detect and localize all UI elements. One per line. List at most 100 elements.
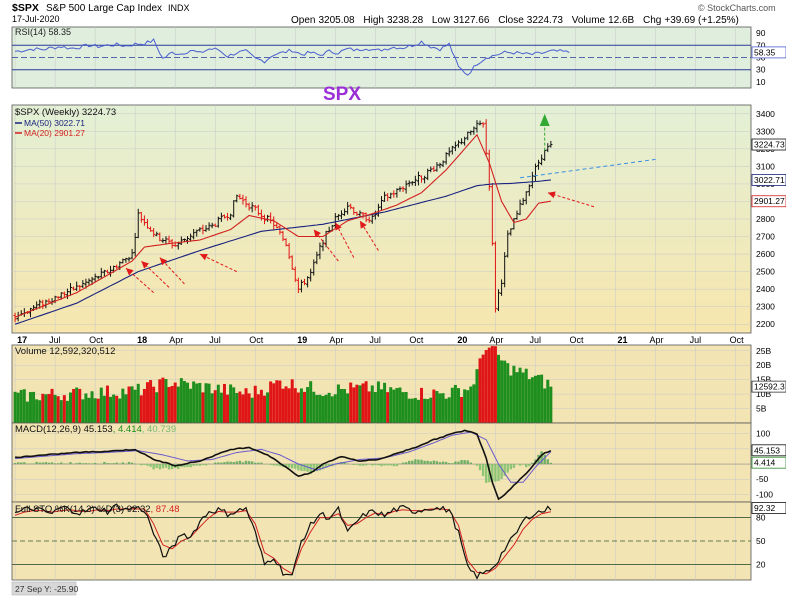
volume-bar <box>318 395 321 423</box>
volume-bar <box>81 399 84 423</box>
watermark-text: © StockCharts.com <box>698 3 776 13</box>
volume-bar <box>35 399 38 423</box>
volume-bar <box>266 392 269 423</box>
macd-histogram-bar <box>291 464 293 468</box>
macd-histogram-bar <box>260 463 262 464</box>
y-tick-label: -100 <box>756 489 773 499</box>
volume-bar <box>180 378 183 423</box>
macd-histogram-bar <box>362 464 364 466</box>
volume-bar <box>426 399 429 423</box>
macd-histogram-bar <box>303 464 305 471</box>
y-tick-label: 2600 <box>756 249 775 259</box>
macd-histogram-bar <box>547 459 549 464</box>
volume-bar <box>534 376 537 423</box>
volume-bar <box>17 393 20 423</box>
macd-histogram-bar <box>248 461 250 464</box>
volume-bar <box>448 397 451 423</box>
volume-bar <box>365 381 368 423</box>
volume-bar <box>251 398 254 423</box>
volume-bar <box>488 348 491 423</box>
volume-bar <box>392 390 395 423</box>
volume-bar <box>515 372 518 423</box>
macd-histogram-bar <box>143 464 145 465</box>
sto-last-label: 92.32 <box>754 503 776 513</box>
macd-hist-last-label: 4.414 <box>754 458 776 468</box>
macd-histogram-bar <box>69 462 71 464</box>
macd-histogram-bar <box>14 463 16 464</box>
volume-bar <box>115 396 118 423</box>
volume-bar <box>91 391 94 423</box>
macd-histogram-bar <box>417 460 419 464</box>
volume-bar <box>386 392 389 423</box>
volume-bar <box>241 394 244 423</box>
volume-bar <box>312 392 315 423</box>
macd-histogram-bar <box>393 464 395 466</box>
macd-histogram-bar <box>54 463 56 464</box>
macd-histogram-bar <box>57 463 59 464</box>
macd-histogram-bar <box>214 463 216 464</box>
macd-histogram-bar <box>374 464 376 465</box>
volume-bar <box>288 388 291 423</box>
volume-bar <box>217 385 220 423</box>
x-tick-label: 21 <box>618 335 628 345</box>
volume-bar <box>543 388 546 423</box>
rsi-last-label: 58.35 <box>754 47 776 57</box>
volume-bar <box>201 392 204 423</box>
macd-histogram-bar <box>390 464 392 466</box>
y-tick-label: 3100 <box>756 161 775 171</box>
volume-bar <box>32 392 35 423</box>
x-tick-label: 19 <box>297 335 307 345</box>
macd-histogram-bar <box>106 463 108 464</box>
macd-histogram-bar <box>470 463 472 464</box>
volume-bar <box>263 396 266 423</box>
macd-histogram-bar <box>82 463 84 464</box>
macd-histogram-bar <box>494 464 496 482</box>
spx-annotation: SPX <box>323 84 361 105</box>
macd-histogram-bar <box>371 464 373 465</box>
volume-bar <box>389 387 392 423</box>
close-value: 3224.73 <box>527 15 564 26</box>
macd-histogram-bar <box>460 460 462 464</box>
volume-bar <box>334 394 337 423</box>
macd-histogram-bar <box>531 463 533 464</box>
macd-histogram-bar <box>297 464 299 470</box>
volume-bar <box>362 383 365 423</box>
macd-histogram-bar <box>217 463 219 464</box>
volume-bar <box>321 396 324 423</box>
macd-histogram-bar <box>273 464 275 465</box>
volume-bar <box>124 394 127 423</box>
macd-histogram-bar <box>383 464 385 465</box>
volume-bar <box>168 387 171 423</box>
macd-histogram-bar <box>17 462 19 464</box>
volume-bar <box>161 378 164 423</box>
volume-bar <box>463 389 466 423</box>
sto-title: Full STO %K(14,3) %D(3) 92.32, 87.48 <box>15 504 180 515</box>
macd-histogram-bar <box>510 464 512 469</box>
macd-histogram-bar <box>60 462 62 464</box>
x-tick-label: 20 <box>457 335 467 345</box>
y-tick-label: -50 <box>756 474 769 484</box>
volume-bar <box>278 381 281 423</box>
volume-bar <box>445 399 448 423</box>
volume-bar <box>549 387 552 423</box>
volume-bar <box>248 393 251 423</box>
macd-histogram-bar <box>380 464 382 466</box>
high-value: 3238.28 <box>387 15 424 26</box>
macd-histogram-bar <box>39 463 41 464</box>
y-tick-label: 2400 <box>756 284 775 294</box>
volume-bar <box>408 399 411 423</box>
volume-bar <box>171 386 174 423</box>
volume-bar <box>245 388 248 423</box>
volume-bar <box>485 350 488 423</box>
macd-histogram-bar <box>75 463 77 464</box>
macd-histogram-bar <box>88 463 90 464</box>
volume-bar <box>512 366 515 423</box>
macd-histogram-bar <box>430 461 432 464</box>
macd-histogram-bar <box>411 461 413 464</box>
macd-histogram-bar <box>386 464 388 465</box>
macd-histogram-bar <box>192 464 194 466</box>
macd-histogram-bar <box>405 462 407 464</box>
volume-bar <box>291 379 294 423</box>
